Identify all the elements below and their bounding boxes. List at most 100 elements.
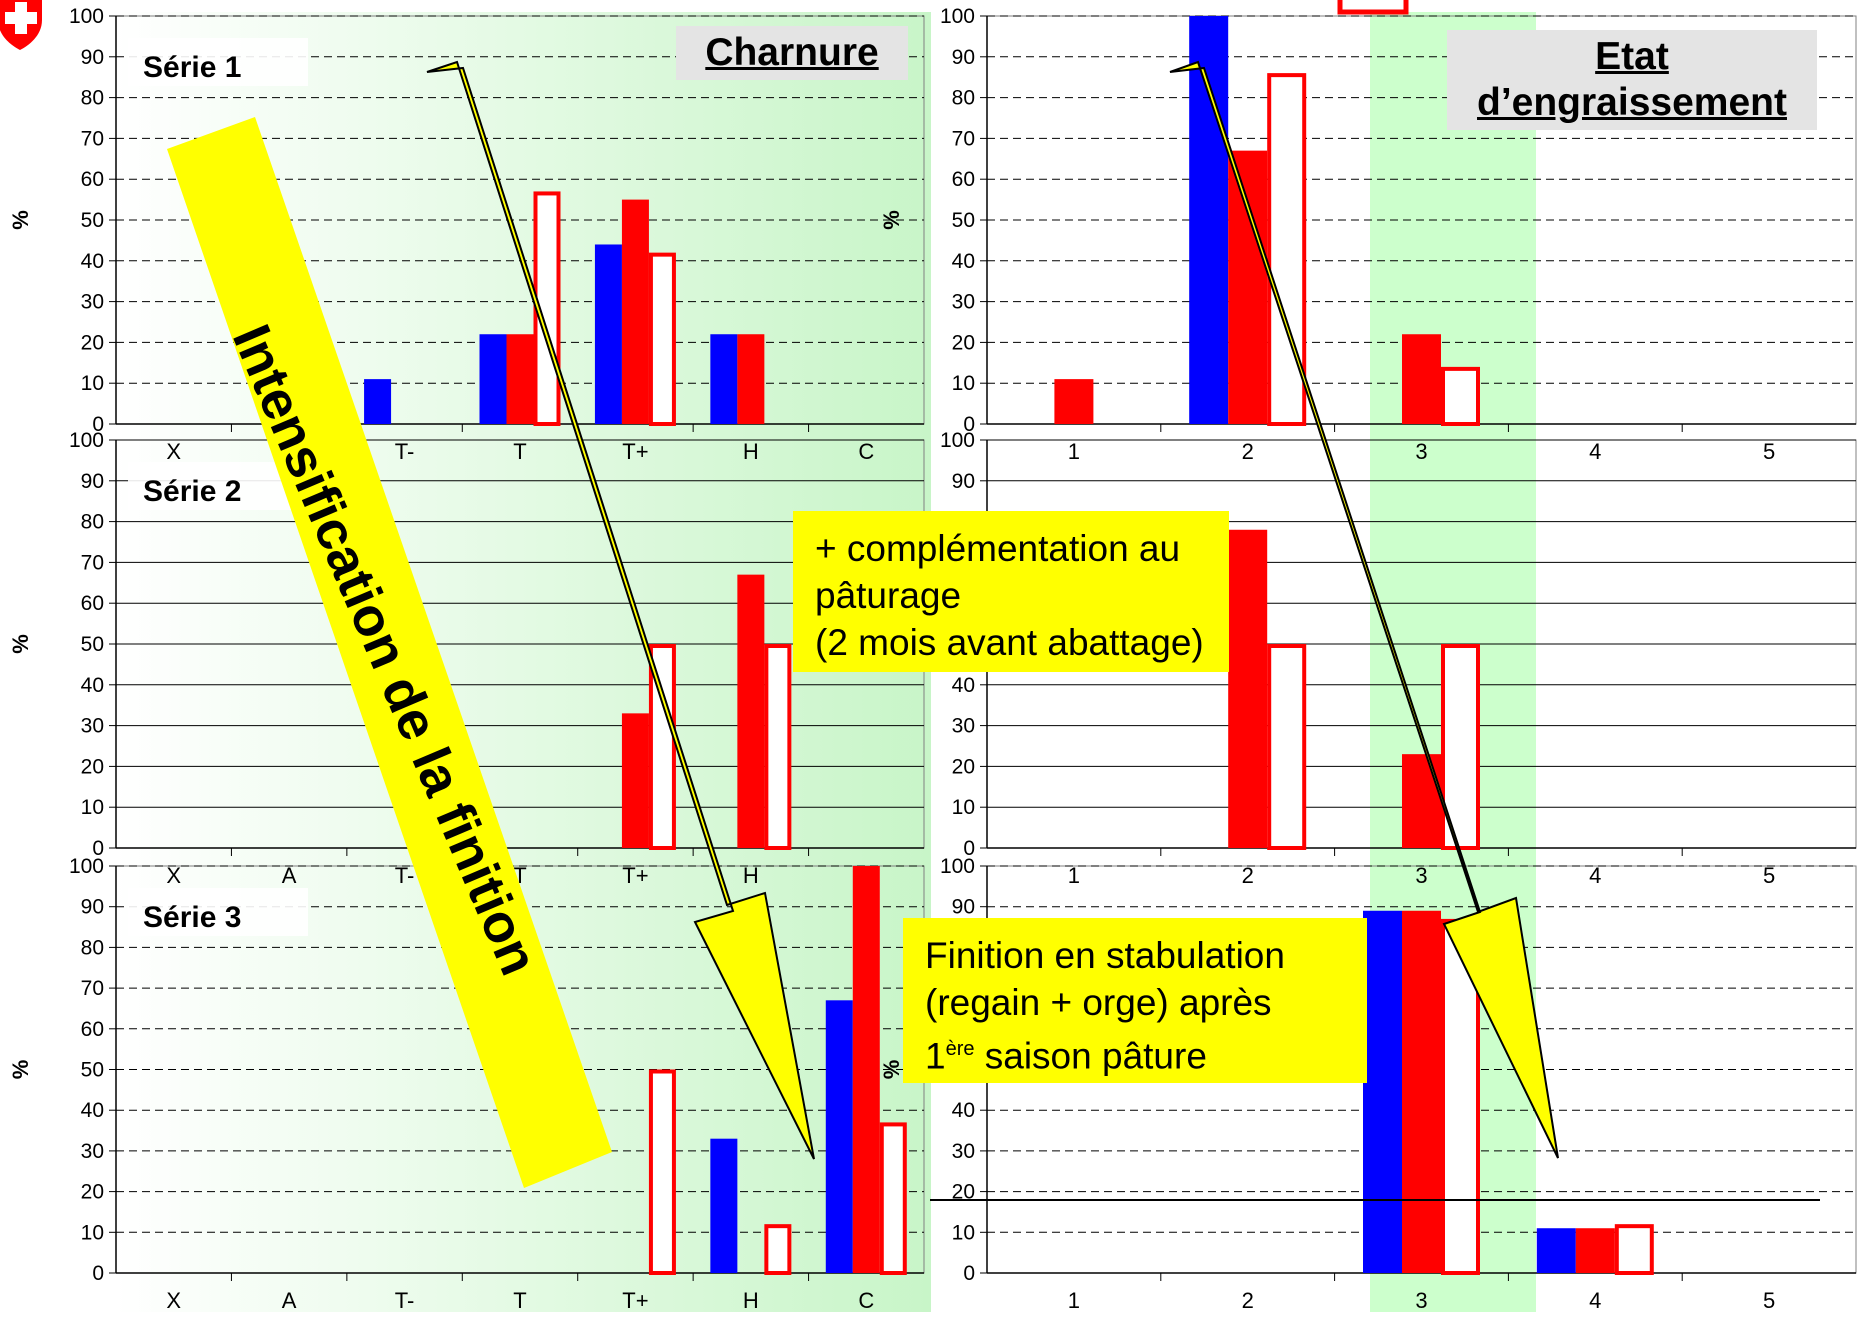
panel-4-bar-red <box>1228 529 1268 848</box>
panel-5-ytick-label: 0 <box>92 1262 104 1285</box>
panel-4-ytick-label: 30 <box>952 715 975 738</box>
panel-1-ytick-label: 80 <box>81 87 104 110</box>
panel-1-ylabel: % <box>8 210 33 230</box>
panel-1-ytick-label: 60 <box>81 168 104 191</box>
panel-3-bar-outline <box>648 644 676 850</box>
panel-1-bar-red <box>621 199 649 424</box>
panel-2: 0 10 20 30 40 50 60 70 80 90 100% 1 2 3 4 5 <box>879 5 1857 464</box>
etat-engraissement-title: Etat d’engraissement <box>1447 30 1817 130</box>
panel-5-xtick-label: T+ <box>622 1288 648 1313</box>
panel-1-ytick-label: 20 <box>81 331 104 354</box>
swiss-emblem <box>0 0 42 50</box>
panel-3-ytick-label: 30 <box>81 715 104 738</box>
panel-3-ytick-label: 10 <box>81 796 104 819</box>
panel-6-bar-outline <box>1614 1224 1654 1276</box>
note-serie3-rest: saison pâture <box>974 1035 1207 1077</box>
panel-3-ytick-label: 80 <box>81 511 104 534</box>
panel-5-ytick-label: 60 <box>81 1018 104 1041</box>
note-serie3-sup: ère <box>945 1038 975 1060</box>
panel-4-xtick-label: 5 <box>1763 863 1775 888</box>
panel-3-ytick-label: 70 <box>81 551 104 574</box>
panel-5-xtick-label: A <box>282 1288 297 1313</box>
panel-3-ytick-label: 60 <box>81 592 104 615</box>
panel-2-ytick-label: 50 <box>952 209 975 232</box>
panel-5-ytick-label: 70 <box>81 977 104 1000</box>
panel-3-ytick-label: 50 <box>81 633 104 656</box>
panel-6-bar-blue <box>1363 910 1402 1273</box>
panel-6-ytick-label: 40 <box>952 1099 975 1122</box>
panel-2-ytick-label: 80 <box>952 87 975 110</box>
panel-5-label-bg <box>128 888 308 936</box>
panel-5-ytick-label: 40 <box>81 1099 104 1122</box>
panel-1-ytick-label: 100 <box>69 5 104 28</box>
panel-1-bar-blue <box>479 334 507 424</box>
panel-4-xtick-label: 3 <box>1415 863 1427 888</box>
panel-3-ytick-label: 100 <box>69 429 104 452</box>
panel-1-xtick-label: X <box>166 439 181 464</box>
panel-4-bar-outline <box>1267 644 1307 850</box>
panel-2-bar-blue <box>1189 16 1229 424</box>
note-serie3-num: 1 <box>925 1035 946 1077</box>
panel-1-bar-red <box>506 334 534 424</box>
panel-1-xtick-label: T+ <box>622 439 648 464</box>
panel-1-bar-blue <box>364 379 392 424</box>
panel-6-ytick-label: 0 <box>963 1262 975 1285</box>
panel-6-ytick-label: 90 <box>952 896 975 919</box>
panel-5-bar-outline <box>648 1069 676 1275</box>
panel-2-bar-red <box>1402 334 1441 424</box>
panel-5-ytick-label: 90 <box>81 896 104 919</box>
panel-5-ylabel: % <box>8 1060 33 1080</box>
panel-3-ylabel: % <box>8 634 33 654</box>
panel-3-serie-label: Série 2 <box>143 475 241 508</box>
note-serie2-line2: pâturage <box>815 575 962 616</box>
panel-6-xtick-label: 1 <box>1068 1288 1080 1313</box>
panel-2-xtick-label: 1 <box>1068 439 1080 464</box>
panel-5: 0 10 20 30 40 50 60 70 80 90 100% X A T- T T+ H C Série 3 <box>8 855 925 1313</box>
legend-swatch-outline <box>1337 0 1409 15</box>
panel-1-xtick-label: H <box>743 439 759 464</box>
panel-3-ytick-label: 90 <box>81 470 104 493</box>
panel-2-xtick-label: 3 <box>1415 439 1427 464</box>
panel-5-ytick-label: 100 <box>69 855 104 878</box>
panel-6-bar-red <box>1402 910 1441 1273</box>
panel-3-xtick-label: A <box>282 863 297 888</box>
panel-2-ytick-label: 10 <box>952 372 975 395</box>
panel-5-serie-label: Série 3 <box>143 901 241 934</box>
panel-6-xtick-label: 3 <box>1415 1288 1427 1313</box>
panel-4-xtick-label: 1 <box>1068 863 1080 888</box>
panel-2-bar-outline <box>1441 366 1480 427</box>
panel-5-ytick-label: 30 <box>81 1140 104 1163</box>
panel-6-bar-blue <box>1536 1228 1576 1273</box>
panel-2-xtick-label: 2 <box>1242 439 1254 464</box>
note-serie2-line1: + complémentation au <box>815 528 1181 569</box>
panel-1-ytick-label: 10 <box>81 372 104 395</box>
panel-4-bar-red <box>1402 754 1441 848</box>
panel-3-ytick-label: 40 <box>81 674 104 697</box>
panel-6-ytick-label: 10 <box>952 1221 975 1244</box>
panel-1-ytick-label: 90 <box>81 46 104 69</box>
panel-1-ytick-label: 0 <box>92 413 104 436</box>
panel-2-ytick-label: 100 <box>940 5 975 28</box>
panel-2-ytick-label: 30 <box>952 291 975 314</box>
swiss-cross-h <box>5 12 37 24</box>
panel-5-xtick-label: T <box>513 1288 526 1313</box>
panel-3-xtick-label: X <box>166 863 181 888</box>
note-serie3-line2: (regain + orge) après <box>925 982 1272 1023</box>
panel-6-xtick-label: 4 <box>1589 1288 1601 1313</box>
panel-5-xtick-label: X <box>166 1288 181 1313</box>
panel-3-xtick-label: T+ <box>622 863 648 888</box>
panel-1-ytick-label: 70 <box>81 127 104 150</box>
panel-1-label-bg <box>128 38 308 86</box>
panel-4-ytick-label: 20 <box>952 755 975 778</box>
panel-1-serie-label: Série 1 <box>143 51 241 84</box>
panel-1-ytick-label: 50 <box>81 209 104 232</box>
panel-4-ytick-label: 90 <box>952 470 975 493</box>
panel-4-ytick-label: 100 <box>940 429 975 452</box>
panel-5-bar-red <box>852 866 880 1273</box>
panel-2-bar-outline <box>1267 73 1307 427</box>
left-arrow <box>426 60 815 1160</box>
panel-3-bar-red <box>737 574 765 848</box>
panel-6-bar-red <box>1575 1228 1615 1273</box>
panel-3-bar-outline <box>764 644 792 850</box>
panel-1-xtick-label: T <box>513 439 526 464</box>
